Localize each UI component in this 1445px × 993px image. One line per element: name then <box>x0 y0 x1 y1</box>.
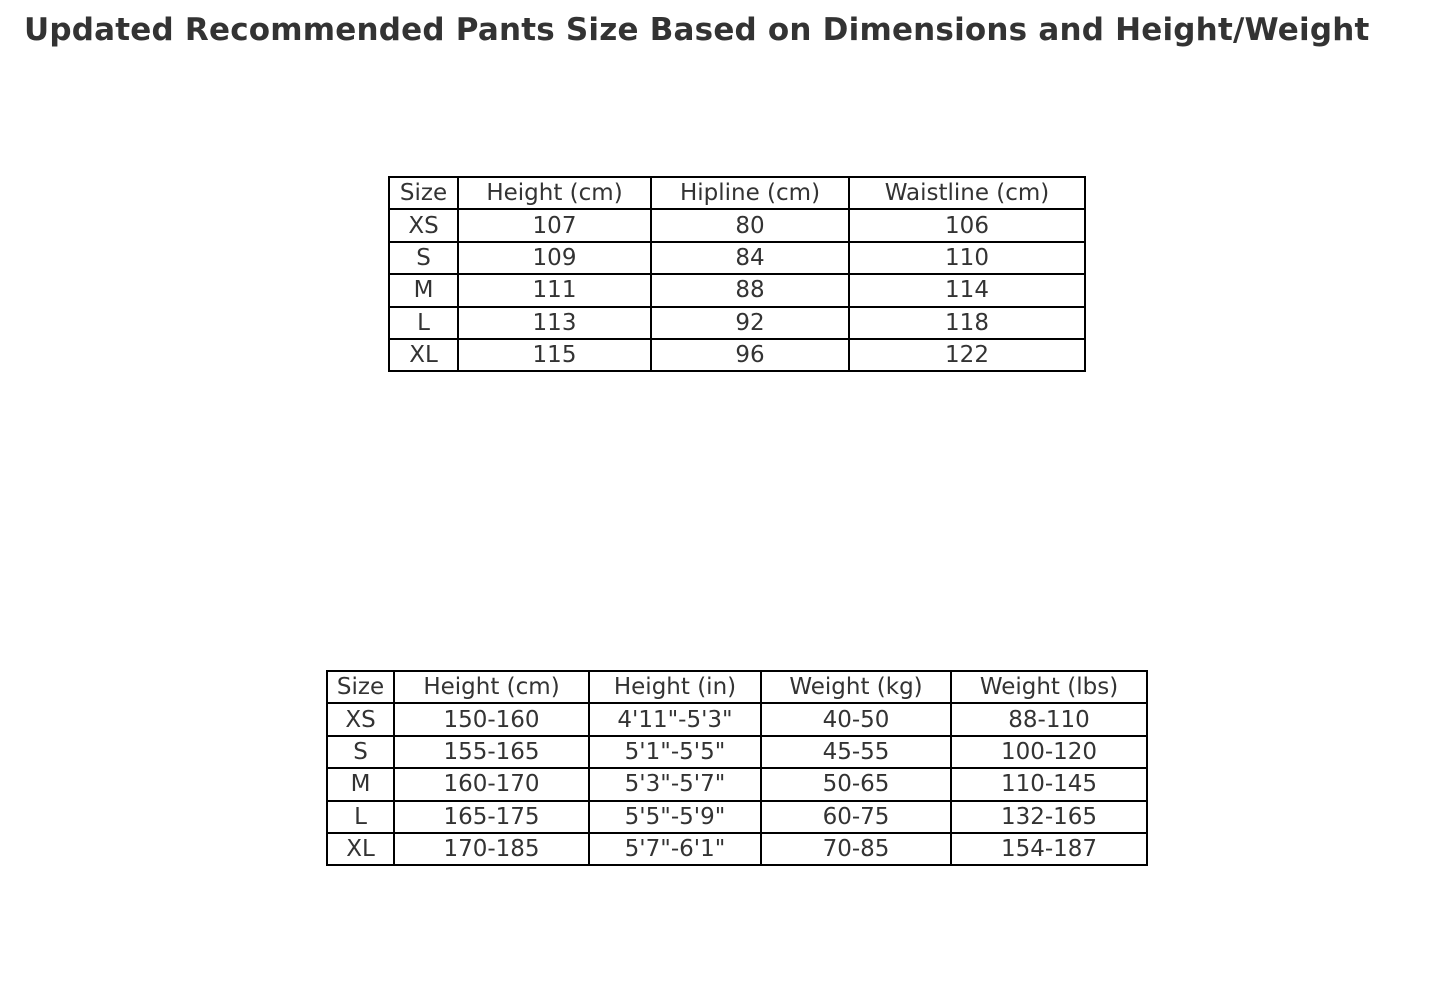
table-header-row: Size Height (cm) Hipline (cm) Waistline … <box>388 175 1086 211</box>
table-cell: 107 <box>457 208 652 243</box>
table-cell: 5'1"-5'5" <box>588 734 762 770</box>
table-cell: 60-75 <box>760 799 952 834</box>
table-cell: 88 <box>650 273 850 308</box>
table-cell: 84 <box>650 240 850 276</box>
figure-title: Updated Recommended Pants Size Based on … <box>24 12 1370 48</box>
table-cell: 132-165 <box>950 799 1148 834</box>
table-cell: 115 <box>457 337 652 373</box>
table-cell: 113 <box>457 305 652 340</box>
column-header-hipline-cm: Hipline (cm) <box>650 175 850 211</box>
column-header-weight-lbs: Weight (lbs) <box>950 669 1148 705</box>
table-cell: 154-187 <box>950 831 1148 867</box>
column-header-size: Size <box>326 669 395 705</box>
table-cell: 111 <box>457 273 652 308</box>
table-cell: 4'11"-5'3" <box>588 702 762 737</box>
table-cell: 150-160 <box>393 702 590 737</box>
table-cell: 5'3"-5'7" <box>588 767 762 802</box>
table-cell: 96 <box>650 337 850 373</box>
table-cell: 160-170 <box>393 767 590 802</box>
table-cell: 5'7"-6'1" <box>588 831 762 867</box>
column-header-height-in: Height (in) <box>588 669 762 705</box>
table-cell: S <box>388 240 459 276</box>
table-cell: 92 <box>650 305 850 340</box>
table-cell: L <box>388 305 459 340</box>
table-cell: M <box>388 273 459 308</box>
dimensions-table: Size Height (cm) Hipline (cm) Waistline … <box>388 175 1086 373</box>
table-cell: S <box>326 734 395 770</box>
table-cell: XS <box>326 702 395 737</box>
table-cell: 122 <box>848 337 1086 373</box>
table-cell: 45-55 <box>760 734 952 770</box>
height-weight-table: Size Height (cm) Height (in) Weight (kg)… <box>326 669 1148 867</box>
table-cell: 40-50 <box>760 702 952 737</box>
table-cell: 170-185 <box>393 831 590 867</box>
table-row: XL 115 96 122 <box>388 337 1086 373</box>
table-cell: 109 <box>457 240 652 276</box>
table-row: XL 170-185 5'7"-6'1" 70-85 154-187 <box>326 831 1148 867</box>
table-cell: 155-165 <box>393 734 590 770</box>
table-cell: 110 <box>848 240 1086 276</box>
column-header-size: Size <box>388 175 459 211</box>
table-row: M 160-170 5'3"-5'7" 50-65 110-145 <box>326 767 1148 802</box>
table-cell: 70-85 <box>760 831 952 867</box>
table-cell: XS <box>388 208 459 243</box>
table-cell: XL <box>326 831 395 867</box>
table-row: XS 107 80 106 <box>388 208 1086 243</box>
table-cell: 80 <box>650 208 850 243</box>
table-row: L 113 92 118 <box>388 305 1086 340</box>
table-row: M 111 88 114 <box>388 273 1086 308</box>
table-cell: 50-65 <box>760 767 952 802</box>
column-header-height-cm: Height (cm) <box>393 669 590 705</box>
table-row: S 109 84 110 <box>388 240 1086 276</box>
table-row: S 155-165 5'1"-5'5" 45-55 100-120 <box>326 734 1148 770</box>
table-cell: M <box>326 767 395 802</box>
table-cell: 5'5"-5'9" <box>588 799 762 834</box>
table-cell: 165-175 <box>393 799 590 834</box>
table-cell: 88-110 <box>950 702 1148 737</box>
table-cell: 106 <box>848 208 1086 243</box>
table-cell: L <box>326 799 395 834</box>
table-header-row: Size Height (cm) Height (in) Weight (kg)… <box>326 669 1148 705</box>
table-cell: XL <box>388 337 459 373</box>
table-cell: 110-145 <box>950 767 1148 802</box>
table-cell: 100-120 <box>950 734 1148 770</box>
column-header-height-cm: Height (cm) <box>457 175 652 211</box>
table-row: L 165-175 5'5"-5'9" 60-75 132-165 <box>326 799 1148 834</box>
column-header-weight-kg: Weight (kg) <box>760 669 952 705</box>
column-header-waistline-cm: Waistline (cm) <box>848 175 1086 211</box>
table-cell: 118 <box>848 305 1086 340</box>
table-row: XS 150-160 4'11"-5'3" 40-50 88-110 <box>326 702 1148 737</box>
table-cell: 114 <box>848 273 1086 308</box>
